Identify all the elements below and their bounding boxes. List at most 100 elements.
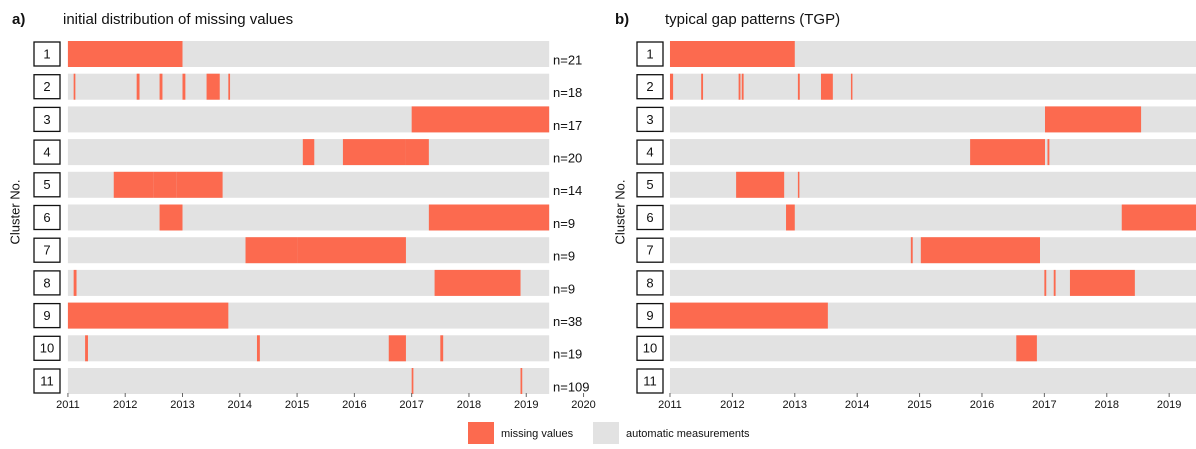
cluster-label: 4	[43, 145, 50, 160]
gap-segment	[1047, 139, 1050, 166]
cluster-label: 6	[43, 210, 50, 225]
cluster-box	[636, 172, 664, 198]
gap-segment	[85, 335, 88, 362]
cluster-label: 5	[43, 177, 50, 192]
cluster-count: n=21	[553, 52, 582, 67]
cluster-label: 3	[646, 112, 653, 127]
gap-segment	[67, 41, 183, 67]
gap-segment	[388, 335, 406, 362]
cluster-box	[33, 139, 61, 165]
x-tick-label: 2016	[970, 399, 994, 411]
x-tick-label: 2019	[514, 399, 538, 411]
cluster-label: 10	[643, 341, 657, 356]
x-tick-label: 2013	[170, 399, 194, 411]
measurement-period	[669, 139, 1196, 166]
cluster-box	[33, 368, 61, 394]
measurement-period	[67, 368, 550, 394]
gap-segment	[520, 368, 523, 394]
gap-segment	[256, 335, 260, 362]
gap-segment	[245, 237, 298, 264]
gap-segment	[1121, 204, 1196, 231]
cluster-box	[636, 106, 664, 133]
cluster-box	[33, 335, 61, 361]
cluster-box	[636, 204, 664, 231]
gap-segment	[153, 171, 177, 198]
x-tick-label: 2011	[56, 399, 80, 411]
legend-swatch	[593, 422, 619, 444]
cluster-box	[636, 237, 664, 263]
cluster-box	[636, 302, 664, 329]
x-tick-label: 2014	[845, 399, 869, 411]
cluster-box	[33, 41, 61, 67]
x-tick-label: 2015	[285, 399, 309, 411]
gap-segment	[113, 171, 154, 198]
cluster-box	[33, 237, 61, 263]
gap-segment	[1069, 269, 1135, 296]
gap-segment	[738, 73, 741, 100]
gap-segment	[405, 139, 429, 166]
cluster-label: 11	[643, 373, 657, 388]
gap-segment	[159, 73, 163, 100]
gap-segment	[228, 73, 231, 100]
cluster-label: 9	[43, 308, 50, 323]
gap-segment	[797, 171, 800, 198]
measurement-period	[669, 368, 1196, 394]
gap-segment	[136, 73, 140, 100]
cluster-box	[636, 368, 664, 394]
gap-segment	[434, 269, 521, 296]
cluster-label: 1	[646, 46, 653, 61]
x-tick-label: 2013	[783, 399, 807, 411]
cluster-box	[636, 74, 664, 100]
gap-segment	[73, 73, 76, 100]
x-tick-label: 2019	[1157, 399, 1181, 411]
cluster-box	[636, 41, 664, 67]
cluster-count: n=9	[553, 216, 575, 231]
measurement-period	[67, 73, 550, 100]
x-tick-label: 2018	[1095, 399, 1119, 411]
cluster-box	[33, 204, 61, 231]
x-tick-label: 2014	[228, 399, 252, 411]
gap-segment	[920, 237, 1041, 264]
cluster-label: 3	[43, 112, 50, 127]
cluster-count: n=9	[553, 249, 575, 264]
gap-segment	[669, 73, 674, 100]
cluster-count: n=17	[553, 118, 582, 133]
gap-segment	[910, 237, 913, 264]
legend-swatch	[468, 422, 494, 444]
gap-segment	[741, 73, 744, 100]
cluster-label: 8	[43, 275, 50, 290]
gap-segment	[342, 139, 406, 166]
gap-segment	[970, 139, 1045, 166]
gap-segment	[159, 204, 183, 231]
gap-segment	[820, 73, 833, 100]
cluster-label: 4	[646, 145, 653, 160]
legend-label: missing values	[501, 428, 574, 440]
cluster-box	[636, 139, 664, 165]
gap-segment	[786, 204, 795, 231]
gap-segment	[669, 41, 795, 67]
x-tick-label: 2018	[457, 399, 481, 411]
cluster-label: 8	[646, 275, 653, 290]
y-axis-label: Cluster No.	[7, 179, 22, 244]
x-tick-label: 2012	[720, 399, 744, 411]
gap-segment	[411, 368, 414, 394]
measurement-period	[67, 335, 550, 362]
gap-segment	[1016, 335, 1037, 362]
x-tick-label: 2017	[1032, 399, 1056, 411]
cluster-count: n=19	[553, 347, 582, 362]
cluster-box	[33, 172, 61, 198]
gap-segment	[411, 106, 550, 133]
x-tick-label: 2012	[113, 399, 137, 411]
panel-title: initial distribution of missing values	[63, 11, 293, 28]
cluster-label: 10	[40, 341, 54, 356]
measurement-period	[669, 73, 1196, 100]
x-tick-label: 2016	[342, 399, 366, 411]
measurement-period	[669, 335, 1196, 362]
cluster-box	[33, 106, 61, 133]
gap-segment	[850, 73, 853, 100]
gap-segment	[1044, 269, 1047, 296]
gap-segment	[67, 302, 229, 329]
panel-title: typical gap patterns (TGP)	[665, 11, 840, 28]
cluster-label: 9	[646, 308, 653, 323]
x-tick-label: 2020	[571, 399, 595, 411]
